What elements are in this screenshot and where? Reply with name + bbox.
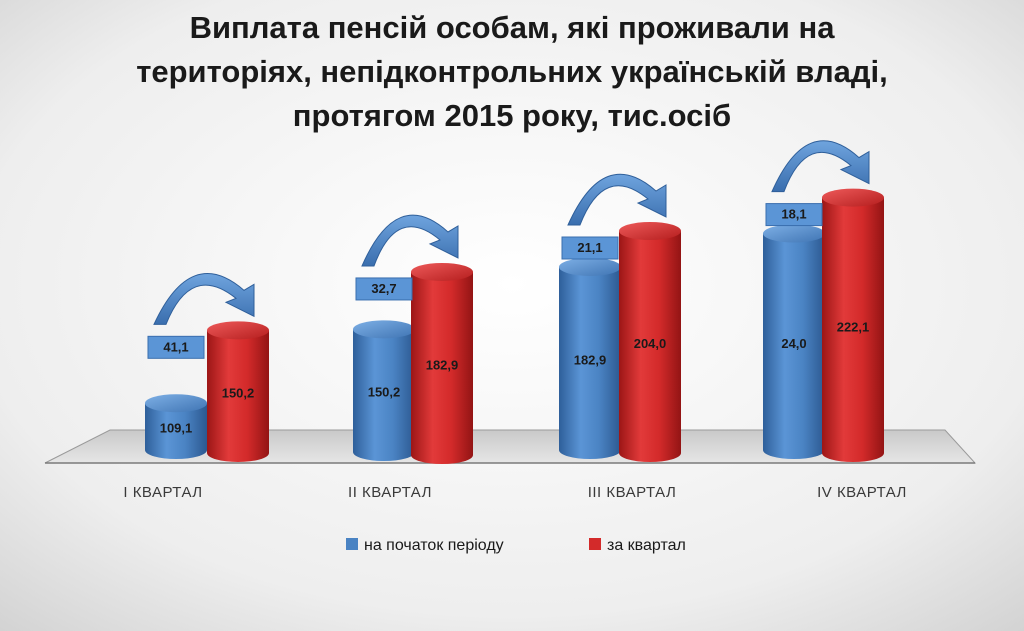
bar-start-period-3: 182,9 xyxy=(559,257,621,459)
bar-quarter-4-body xyxy=(822,197,884,463)
legend-label-start-period: на початок періоду xyxy=(364,537,504,554)
category-labels: І КВАРТАЛ ІІ КВАРТАЛ ІІІ КВАРТАЛ IV КВАР… xyxy=(123,484,907,501)
bar-start-period-1: 109,1 xyxy=(145,394,207,459)
legend: на початок періоду за квартал xyxy=(346,537,686,554)
bar-quarter-3-body xyxy=(619,231,681,462)
increment-label-3: 21,1 xyxy=(577,240,602,255)
bar-start-period-1-body xyxy=(145,403,207,459)
category-label-3: ІІІ КВАРТАЛ xyxy=(588,484,677,501)
increment-arrow-shape-1 xyxy=(153,273,255,325)
increment-arrows-layer: 41,1 32,7 21,1 18,1 xyxy=(147,140,870,359)
legend-swatch-quarter xyxy=(589,538,601,550)
bar-start-period-4-top xyxy=(763,224,825,243)
chart-title: Виплата пенсій особам, які проживали на … xyxy=(136,10,888,133)
bar-start-period-4: 24,0 xyxy=(763,224,825,459)
bar-quarter-1-top xyxy=(207,321,269,340)
bar-start-period-2: 150,2 xyxy=(353,320,415,461)
data-label-start-period-2: 150,2 xyxy=(368,385,401,400)
bar-quarter-4-top xyxy=(822,188,884,207)
increment-arrow-3: 21,1 xyxy=(561,173,667,260)
bar-start-period-3-top xyxy=(559,257,621,276)
data-label-start-period-3: 182,9 xyxy=(574,352,607,367)
bar-start-period-1-top xyxy=(145,394,207,413)
bar-quarter-3-top xyxy=(619,222,681,240)
bar-start-period-2-body xyxy=(353,329,415,461)
bar-start-period-4-body xyxy=(763,233,825,459)
increment-arrow-1: 41,1 xyxy=(147,273,255,359)
increment-arrow-2: 32,7 xyxy=(355,214,459,301)
bar-quarter-3: 204,0 xyxy=(619,222,681,462)
bar-quarter-1-body xyxy=(207,330,269,462)
data-label-quarter-2: 182,9 xyxy=(426,357,459,372)
bar-quarter-4: 222,1 xyxy=(822,188,884,463)
data-label-start-period-4: 24,0 xyxy=(781,336,806,351)
increment-arrow-4: 18,1 xyxy=(765,140,870,227)
chart-title-line-3: протягом 2015 року, тис.осіб xyxy=(293,98,731,133)
bar-quarter-2-top xyxy=(411,262,473,281)
data-label-start-period-1: 109,1 xyxy=(160,421,193,436)
increment-arrow-shape-4 xyxy=(771,140,870,193)
increment-label-4: 18,1 xyxy=(781,207,806,222)
legend-swatch-start-period xyxy=(346,538,358,550)
category-label-1: І КВАРТАЛ xyxy=(123,484,202,501)
data-label-quarter-1: 150,2 xyxy=(222,386,255,401)
bar-quarter-2-body xyxy=(411,271,473,464)
chart-title-line-1: Виплата пенсій особам, які проживали на xyxy=(190,10,836,45)
increment-label-2: 32,7 xyxy=(371,281,396,296)
increment-arrow-shape-2 xyxy=(361,214,459,267)
increment-label-box-1 xyxy=(147,335,205,359)
bars-layer: 109,1 150,2 150,2 182,9 182,9 204,0 24,0 222,1 xyxy=(145,188,884,464)
bar-quarter-1: 150,2 xyxy=(207,321,269,462)
bar-quarter-2: 182,9 xyxy=(411,262,473,464)
bar-start-period-3-body xyxy=(559,266,621,459)
increment-label-box-2 xyxy=(355,277,413,301)
increment-label-box-3 xyxy=(561,236,619,260)
increment-label-1: 41,1 xyxy=(163,339,188,354)
data-label-quarter-3: 204,0 xyxy=(634,336,667,351)
data-label-quarter-4: 222,1 xyxy=(837,319,870,334)
category-label-4: IV КВАРТАЛ xyxy=(817,484,907,501)
bar-start-period-2-top xyxy=(353,320,415,339)
increment-label-box-4 xyxy=(765,203,823,227)
legend-label-quarter: за квартал xyxy=(607,537,686,554)
category-label-2: ІІ КВАРТАЛ xyxy=(348,484,432,501)
increment-arrow-shape-3 xyxy=(567,173,667,226)
chart-title-line-2: територіях, непідконтрольних українській… xyxy=(136,54,888,89)
